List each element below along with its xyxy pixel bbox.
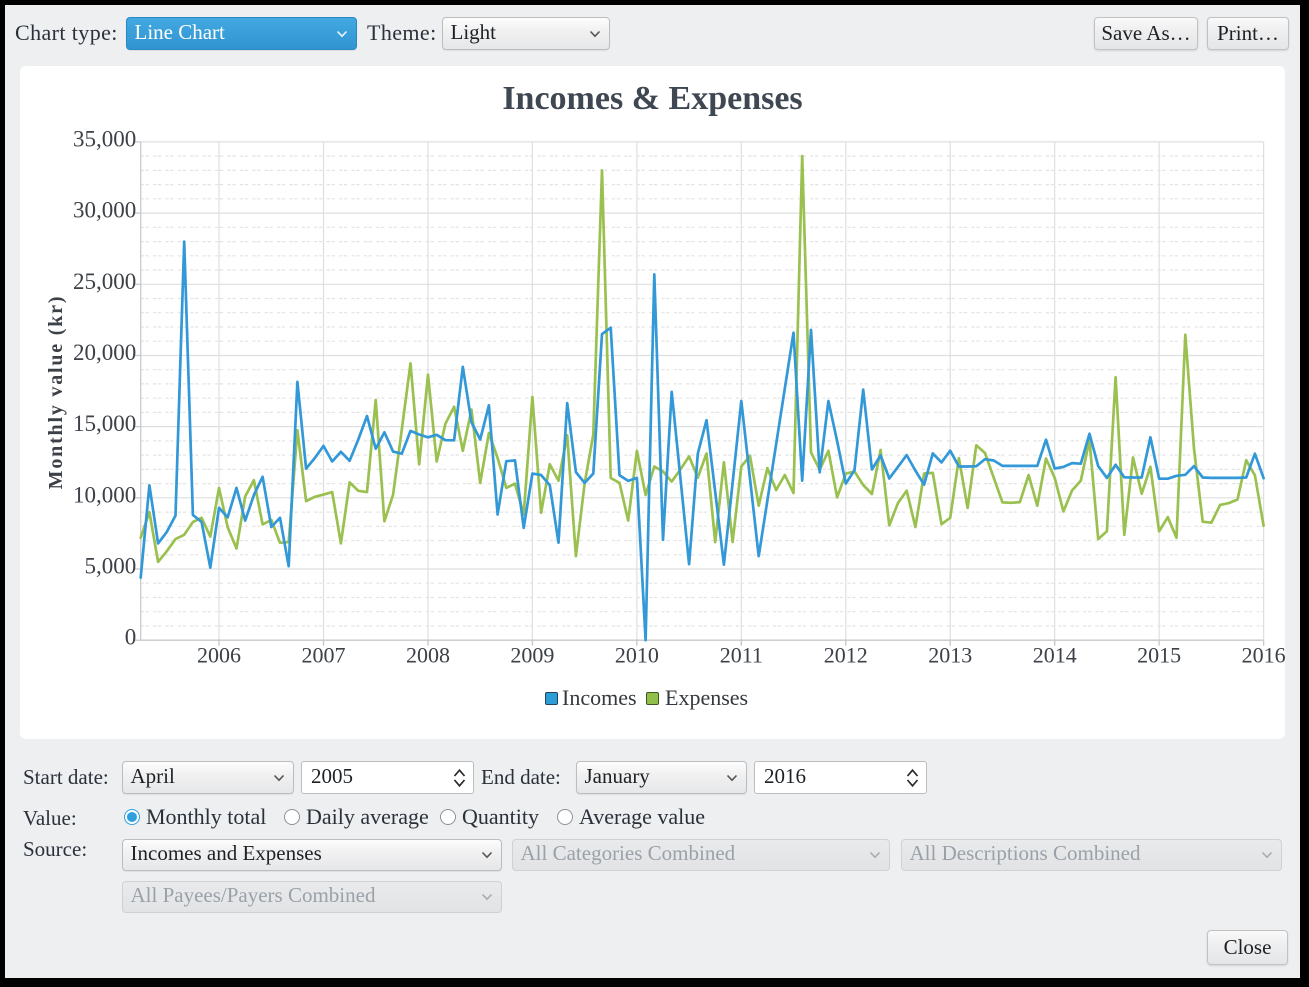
svg-text:2012: 2012 xyxy=(824,643,868,668)
svg-text:2014: 2014 xyxy=(1033,643,1077,668)
svg-text:0: 0 xyxy=(125,625,137,650)
svg-text:10,000: 10,000 xyxy=(73,482,136,507)
svg-text:2010: 2010 xyxy=(615,643,659,668)
svg-text:2013: 2013 xyxy=(928,643,972,668)
svg-text:20,000: 20,000 xyxy=(73,340,136,365)
svg-text:2007: 2007 xyxy=(302,643,346,668)
svg-text:25,000: 25,000 xyxy=(73,269,136,294)
svg-text:2008: 2008 xyxy=(406,643,450,668)
svg-text:15,000: 15,000 xyxy=(73,411,136,436)
svg-text:2009: 2009 xyxy=(510,643,554,668)
svg-text:2015: 2015 xyxy=(1137,643,1181,668)
svg-text:2016: 2016 xyxy=(1242,643,1286,668)
svg-text:35,000: 35,000 xyxy=(73,126,136,151)
svg-text:2011: 2011 xyxy=(720,643,763,668)
svg-text:30,000: 30,000 xyxy=(73,198,136,223)
svg-text:5,000: 5,000 xyxy=(84,554,136,579)
svg-text:2006: 2006 xyxy=(197,643,241,668)
